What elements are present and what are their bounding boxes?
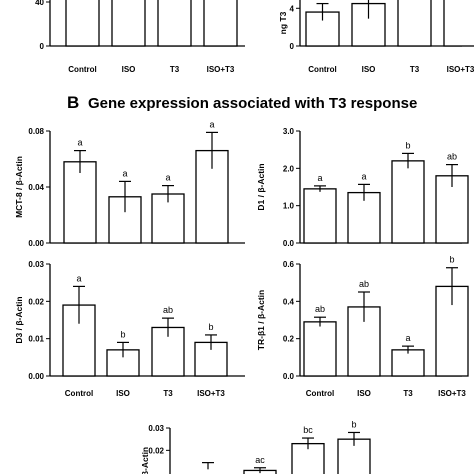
significance-label: b (120, 329, 125, 339)
y-tick-label: 3.0 (283, 127, 295, 136)
chart-top_left: 0 40 Control ISO T3 ISO+T3 (35, 0, 245, 74)
significance-label: b (405, 140, 410, 150)
section-b-letter: B (67, 93, 79, 112)
y-tick-label: 0.02 (148, 446, 164, 455)
bar (63, 161, 97, 244)
significance-label: a (122, 168, 127, 178)
significance-label: bc (303, 425, 313, 435)
bar (347, 191, 381, 244)
y-axis-label: TR-β1 / β-Actin (256, 290, 266, 350)
y-tick-label: 0.4 (283, 297, 295, 306)
significance-label: a (165, 173, 170, 183)
category-label: T3 (163, 389, 173, 398)
y-axis-label: ng T3 (278, 11, 288, 34)
y-tick-label: 2.0 (283, 164, 295, 173)
significance-label: a (361, 171, 366, 181)
y-tick-label: 0.00 (28, 372, 44, 381)
category-label: ISO (362, 65, 376, 74)
bar (391, 349, 425, 377)
category-label: ISO+T3 (207, 65, 235, 74)
significance-label: b (351, 419, 356, 429)
bar (111, 0, 146, 47)
bar (203, 0, 238, 47)
significance-label: b (449, 255, 454, 265)
y-tick-label: 0 (290, 42, 295, 51)
y-tick-label: 0.2 (283, 335, 295, 344)
significance-label: ab (359, 279, 369, 289)
y-tick-label: 0.02 (28, 297, 44, 306)
significance-label: b (208, 322, 213, 332)
y-tick-label: 1.0 (283, 202, 295, 211)
bar (157, 0, 192, 47)
y-tick-label: 4 (290, 4, 295, 13)
y-tick-label: 0.0 (283, 239, 295, 248)
category-label: Control (306, 389, 334, 398)
y-tick-label: 0.03 (28, 260, 44, 269)
significance-label: a (209, 119, 214, 129)
y-tick-label: 0.04 (28, 183, 44, 192)
y-tick-label: 0.01 (28, 335, 44, 344)
chart-mct8: 0.00 0.04 0.08 MCT-8 / β-Actin a a a a (14, 119, 245, 248)
y-tick-label: 0.0 (283, 372, 295, 381)
category-label: ISO+T3 (197, 389, 225, 398)
bar (443, 0, 474, 47)
significance-label: ac (255, 455, 265, 465)
category-label: Control (68, 65, 96, 74)
y-tick-label: 0.08 (28, 127, 44, 136)
significance-label: ab (447, 152, 457, 162)
category-label: T3 (403, 389, 413, 398)
y-tick-label: 40 (35, 0, 44, 7)
y-axis-label: D1 / β-Actin (256, 163, 266, 210)
category-label: T3 (170, 65, 180, 74)
y-tick-label: 0.00 (28, 239, 44, 248)
significance-label: a (317, 173, 322, 183)
significance-label: ab (163, 305, 173, 315)
y-tick-label: 0.6 (283, 260, 295, 269)
significance-label: a (76, 273, 81, 283)
y-tick-label: 0.03 (148, 424, 164, 433)
bar (303, 321, 337, 377)
category-label: ISO+T3 (438, 389, 466, 398)
y-axis-label: MCT-8 / β-Actin (14, 156, 24, 218)
y-tick-label: 0 (40, 42, 45, 51)
category-label: ISO (357, 389, 371, 398)
significance-label: a (77, 138, 82, 148)
chart-bottom: 0.02 0.03 β-Actin ac bc b (140, 419, 371, 474)
bar (303, 188, 337, 244)
significance-label: a (405, 333, 410, 343)
bar (397, 0, 432, 47)
bar (65, 0, 100, 47)
category-label: ISO (122, 65, 136, 74)
category-label: Control (308, 65, 336, 74)
bar (391, 160, 425, 244)
y-axis-label: β-Actin (140, 447, 150, 474)
chart-trb1: 0.00.20.40.6TR-β1 / β-Actin abababControl… (256, 255, 469, 398)
chart-top_right: 0 4ng T3 Control ISO T3 ISO+T3 (278, 0, 474, 74)
category-label: ISO (116, 389, 130, 398)
section-b-title: Gene expression associated with T3 respo… (88, 95, 417, 112)
y-axis-label: D3 / β-Actin (14, 296, 24, 343)
category-label: Control (65, 389, 93, 398)
category-label: T3 (410, 65, 420, 74)
category-label: ISO+T3 (447, 65, 474, 74)
significance-label: ab (315, 304, 325, 314)
